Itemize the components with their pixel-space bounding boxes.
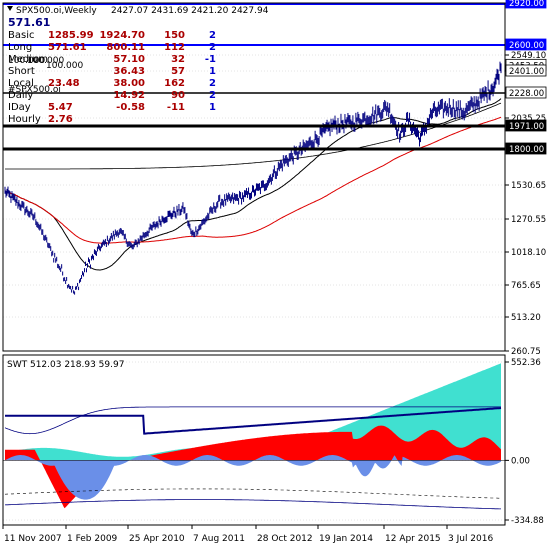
stat-value-b: -0.58 — [116, 102, 145, 113]
stat-value-b: 36.43 — [113, 66, 145, 77]
stat-value-a: 1285.99 — [48, 30, 94, 41]
stat-value-d: 2 — [209, 78, 216, 89]
stat-value-a: 571.61 — [48, 42, 87, 53]
x-tick-label: 19 Jan 2014 — [319, 534, 373, 544]
stat-value-d: 2 — [209, 30, 216, 41]
oscillator-lines — [3, 406, 505, 510]
stat-value-c: 162 — [164, 78, 185, 89]
y-tick-label: 2549.10 — [511, 51, 546, 61]
price-tag-box — [505, 38, 547, 51]
x-tick-label: 1 Feb 2009 — [67, 534, 118, 544]
price-tag-label: 2920.00 — [509, 0, 544, 9]
price-tag-label: 2600.00 — [509, 41, 544, 51]
y-tick-label: 765.65 — [511, 281, 541, 291]
overlap-label: #SPX500.oi — [8, 85, 61, 95]
stat-value-d: 1 — [209, 102, 216, 113]
horizontal-levels — [3, 3, 505, 151]
stat-value-b: 57.10 — [113, 54, 145, 65]
stat-label: Medium — [8, 54, 48, 65]
blue-area — [5, 455, 501, 500]
price-tags: 2920.002600.002453.502401.002228.001971.… — [505, 0, 547, 155]
lower-panel-frame — [2, 354, 506, 526]
stat-value-d: 2 — [209, 90, 216, 101]
oscillator-fills — [5, 363, 501, 509]
y-axis-lower: 552.36 0.00 -334.88 — [505, 358, 544, 526]
stat-value-c: 32 — [171, 54, 185, 65]
stats-table: Basic 1285.99 1924.70 150 2 Long 571.61 800.11 1… — [8, 30, 216, 125]
stat-value-b: 14.92 — [113, 90, 145, 101]
stat-value-b: 1924.70 — [99, 30, 145, 41]
x-tick-label: 3 Jul 2016 — [448, 534, 493, 544]
x-axis: 11 Nov 2007 1 Feb 2009 25 Apr 2010 7 Aug 20… — [2, 525, 493, 544]
stat-value-c: 57 — [171, 66, 185, 77]
y-tick-label: 260.75 — [511, 347, 541, 357]
stat-label: Basic — [8, 30, 34, 41]
price-tag-box — [505, 0, 547, 9]
stat-label: Daily — [8, 90, 33, 101]
x-tick-label: 11 Nov 2007 — [4, 534, 62, 544]
price-tag-label: 1800.00 — [509, 145, 544, 155]
y-tick-label: 1018.10 — [511, 248, 546, 258]
stat-value-a: 23.48 — [48, 78, 80, 89]
ohlc-values: 2427.07 2431.69 2421.20 2427.94 — [111, 6, 269, 16]
upper-panel-frame — [2, 2, 506, 352]
price-tag-label: 2401.00 — [509, 67, 544, 77]
dash-line — [5, 488, 501, 499]
stat-label: Hourly — [8, 114, 41, 125]
stat-value-c: 150 — [164, 30, 185, 41]
stat-label: Long — [8, 42, 32, 53]
stat-value-d: -1 — [205, 54, 216, 65]
price-tag-box — [505, 142, 547, 155]
symbol-label: SPX500.oi,Weekly — [16, 6, 97, 16]
stat-value-c: 90 — [171, 90, 185, 101]
red-area — [5, 425, 501, 509]
outer-band-line — [4, 406, 501, 435]
x-tick-label: 28 Oct 2012 — [257, 534, 313, 544]
y-tick-label: 1270.55 — [511, 215, 546, 225]
overlap-label: 100.000 — [27, 56, 64, 66]
price-tag-label: 2228.00 — [509, 89, 544, 99]
stat-value-c: 112 — [164, 42, 185, 53]
price-tag-label: 1971.00 — [509, 122, 544, 132]
y-tick-label: 513.20 — [511, 313, 541, 323]
price-tag-box — [505, 119, 547, 132]
overlap-labels: 100.000 100.000 100.000 #SPX500.oi — [8, 56, 83, 95]
stat-value-c: -11 — [167, 102, 185, 113]
stat-label: Short — [8, 66, 35, 77]
stat-value-d: 1 — [209, 66, 216, 77]
stat-label: Local — [8, 78, 34, 89]
overlap-label: 100.000 — [8, 56, 45, 66]
price-tag-box — [505, 64, 547, 77]
oscillator-title: SWT 512.03 218.93 59.97 — [7, 360, 124, 370]
stat-label: IDay — [8, 102, 31, 113]
overlap-label: 100.000 — [46, 61, 83, 71]
header-value: 571.61 — [8, 16, 50, 29]
outer-band-line — [4, 499, 501, 510]
y-tick-label: 1530.65 — [511, 181, 546, 191]
y-tick-label: -334.88 — [511, 516, 544, 526]
stat-value-a: 5.47 — [48, 102, 73, 113]
y-tick-label: 2035.25 — [511, 114, 546, 124]
x-tick-label: 25 Apr 2010 — [129, 534, 185, 544]
stat-value-b: 800.11 — [106, 42, 145, 53]
stat-value-b: 38.00 — [113, 78, 145, 89]
x-tick-label: 12 Apr 2015 — [385, 534, 441, 544]
triangle-icon — [7, 6, 13, 11]
y-tick-label: 0.00 — [511, 456, 530, 466]
x-tick-label: 7 Aug 2011 — [193, 534, 245, 544]
stat-value-a: 2.76 — [48, 114, 73, 125]
y-tick-label: 552.36 — [511, 358, 541, 368]
price-series — [4, 61, 502, 295]
price-tag-box — [505, 86, 547, 99]
band-line — [5, 407, 502, 435]
stat-value-d: 2 — [209, 42, 216, 53]
